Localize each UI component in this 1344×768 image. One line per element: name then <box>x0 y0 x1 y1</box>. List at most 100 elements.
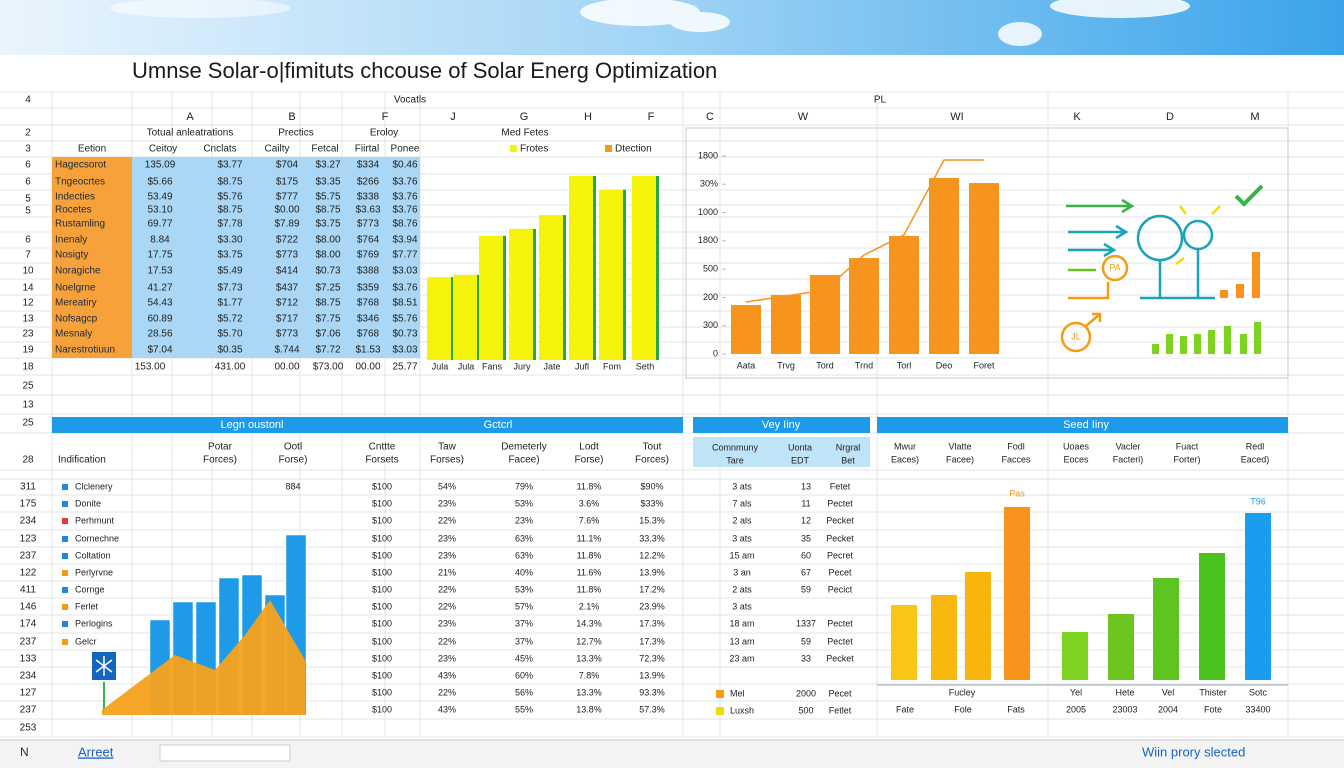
column-header: Redl <box>1246 441 1265 451</box>
cell-value: 37% <box>515 636 533 646</box>
tab-nav[interactable]: N <box>20 745 29 759</box>
column-header: Fetcal <box>311 144 338 155</box>
row-label: Donite <box>75 498 101 508</box>
bar <box>1199 553 1225 680</box>
cell-value: $5.76 <box>392 314 417 325</box>
cell-value: $8.00 <box>315 250 340 261</box>
row-number: 14 <box>22 283 34 294</box>
legend-label: Luxsh <box>730 705 754 715</box>
legend-value: Fetlet <box>829 705 852 715</box>
column-header: Indification <box>58 455 106 466</box>
cell-value: $3.03 <box>392 266 417 277</box>
header-bar-label: Vey Iiny <box>762 419 801 431</box>
cell-value: Pecict <box>828 584 853 594</box>
cell-value: $388 <box>357 266 380 277</box>
column-letter: W <box>798 111 809 123</box>
column-header: Lodt <box>579 442 599 453</box>
bar <box>509 228 535 360</box>
cell-value: Pecket <box>826 515 854 525</box>
bar <box>1153 578 1179 680</box>
cell-value: $100 <box>372 670 392 680</box>
bar <box>599 189 625 360</box>
row-number: 175 <box>20 499 37 510</box>
cell-value: $100 <box>372 533 392 543</box>
column-letter: M <box>1250 111 1259 123</box>
cell-value: 23% <box>438 550 456 560</box>
bar <box>632 176 658 360</box>
cell-value: $175 <box>276 177 299 188</box>
y-tick-label: 30% <box>700 179 718 189</box>
row-number: 19 <box>22 345 34 356</box>
column-letter: J <box>450 111 456 123</box>
cell-value: 14.3% <box>576 618 602 628</box>
cell-value: $3.76 <box>392 283 417 294</box>
bar <box>569 176 595 360</box>
cell-value: $7.72 <box>315 345 340 356</box>
cell-value: $769 <box>357 250 380 261</box>
row-label: Cornge <box>75 584 105 594</box>
cell-value: 23% <box>438 653 456 663</box>
column-header: Eoces <box>1063 454 1089 464</box>
bar-edge <box>477 274 480 360</box>
column-letter: B <box>288 111 295 123</box>
cell-value: 8.84 <box>150 235 170 246</box>
cell-value: 93.3% <box>639 687 665 697</box>
row-number: 10 <box>22 266 34 277</box>
row-number: 6 <box>25 160 31 171</box>
diagram-icons <box>1060 184 1264 354</box>
cell-value: $100 <box>372 653 392 663</box>
cell-value: $8.76 <box>392 219 417 230</box>
column-header: Demeterly <box>501 442 547 453</box>
cell-value: 18 am <box>729 618 754 628</box>
x-tick-label: Jula <box>432 361 449 371</box>
x-label: Thister <box>1199 687 1227 697</box>
row-number: 127 <box>20 688 37 699</box>
group-header: Eroloy <box>370 128 398 139</box>
cell-value: Pecet <box>828 567 852 577</box>
column-header: Potar <box>208 442 233 453</box>
legend-value: 2000 <box>796 688 816 698</box>
cell-value: $3.77 <box>217 160 242 171</box>
x-label: Fats <box>1007 704 1025 714</box>
cell-value: $5.72 <box>217 314 242 325</box>
x-tick-label: Jula <box>458 361 475 371</box>
cell-value: Pectet <box>827 636 853 646</box>
column-letter: A <box>186 111 194 123</box>
row-number: 237 <box>20 705 37 716</box>
chart-title: Med Fetes <box>501 128 548 139</box>
legend-label: Frotes <box>520 144 548 155</box>
row-label: Cornechne <box>75 533 119 543</box>
cell-value: Fetet <box>830 481 851 491</box>
total-value: 431.00 <box>215 362 246 373</box>
cell-value: 23 am <box>729 653 754 663</box>
row-number: 237 <box>20 637 37 648</box>
cell-value: 884 <box>285 481 300 491</box>
column-header: Facee) <box>946 454 974 464</box>
cell-value: 54% <box>438 481 456 491</box>
row-label: Ferlet <box>75 601 99 611</box>
cell-value: 59 <box>801 584 811 594</box>
cell-value: 17.3% <box>639 636 665 646</box>
row-marker <box>62 536 68 542</box>
tab-scroll-box[interactable] <box>159 744 291 762</box>
cell-value: $5.49 <box>217 266 242 277</box>
column-header: Bet <box>841 455 855 465</box>
cell-value: 53% <box>515 584 533 594</box>
sheet-tab[interactable]: Arreet <box>78 744 114 759</box>
cell-value: $5.70 <box>217 329 242 340</box>
column-letter: K <box>1073 111 1081 123</box>
cell-value: 60.89 <box>147 314 172 325</box>
cell-value: 7.6% <box>579 515 600 525</box>
cell-value: 41.27 <box>147 283 172 294</box>
cell-value: 13 <box>801 481 811 491</box>
cell-value: 55% <box>515 704 533 714</box>
cell-value: 3 ats <box>732 533 752 543</box>
cell-value: $3.75 <box>315 219 340 230</box>
bar-edge <box>563 215 566 360</box>
cell-value: 22% <box>438 687 456 697</box>
row-number: 2 <box>25 128 31 139</box>
cell-value: $1.77 <box>217 298 242 309</box>
cell-value: $3.76 <box>392 192 417 203</box>
column-header: Ootl <box>284 442 302 453</box>
cell-value: 43% <box>438 704 456 714</box>
